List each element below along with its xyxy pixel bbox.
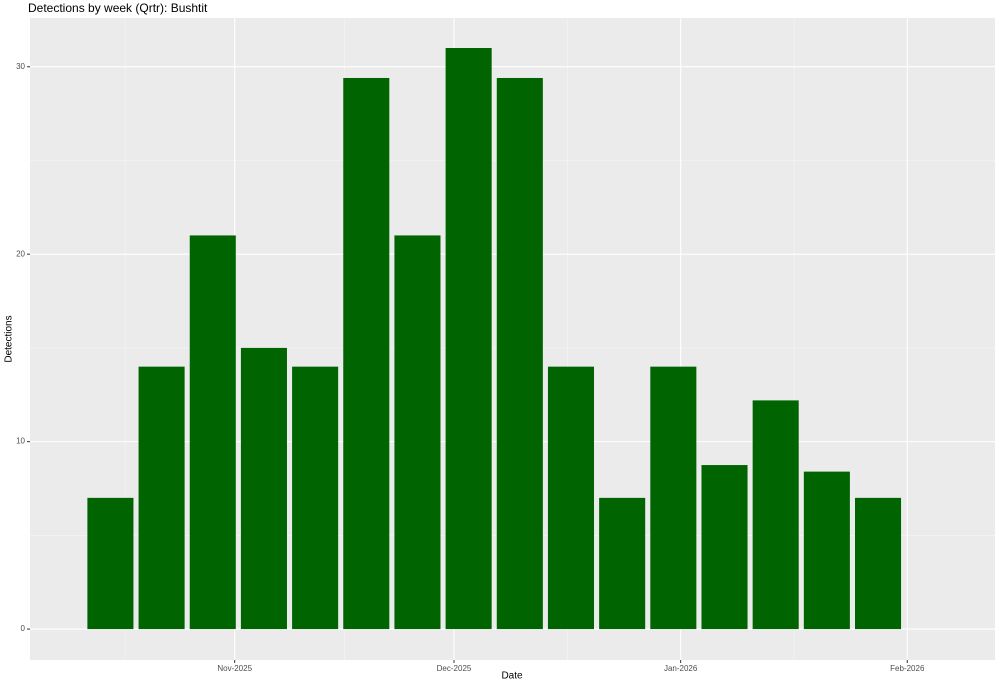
bar <box>394 235 441 630</box>
y-tick-label: 0 <box>21 624 26 633</box>
y-axis-label: Detections <box>4 315 15 362</box>
bar <box>650 366 697 630</box>
bar <box>138 366 185 630</box>
x-tick-label: Jan-2026 <box>664 664 698 673</box>
x-axis-label: Date <box>501 671 523 682</box>
y-tick-label: 30 <box>16 62 25 71</box>
bar <box>855 497 902 630</box>
x-tick-label: Nov-2025 <box>217 664 252 673</box>
bar <box>292 366 339 630</box>
bar <box>189 235 236 630</box>
y-tick-label: 20 <box>16 249 25 258</box>
bar <box>240 347 287 630</box>
bar <box>701 465 748 630</box>
bar <box>496 77 543 630</box>
x-tick-label: Feb-2026 <box>890 664 925 673</box>
bar <box>445 47 492 630</box>
bar <box>803 471 850 630</box>
bar <box>752 400 799 630</box>
x-tick-label: Dec-2025 <box>437 664 472 673</box>
bar <box>599 497 646 630</box>
bar <box>87 497 134 630</box>
y-tick-label: 10 <box>16 437 25 446</box>
bar <box>547 366 595 630</box>
bar <box>343 77 390 630</box>
chart-title: Detections by week (Qrtr): Bushtit <box>28 1 208 15</box>
